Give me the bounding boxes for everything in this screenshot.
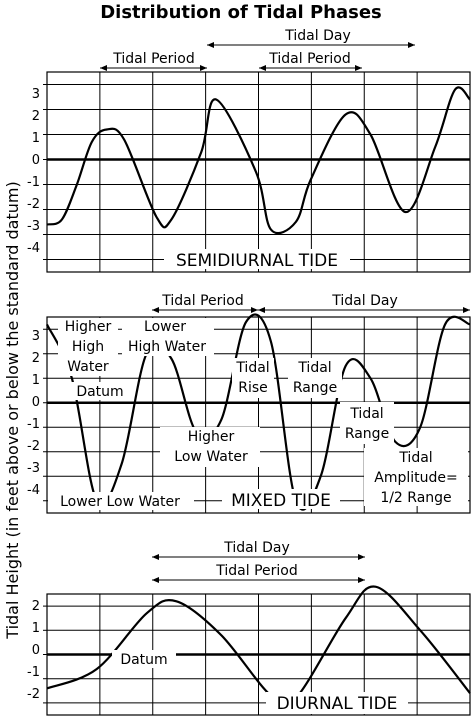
y-axis-label: Tidal Height (in feet above or below the… <box>3 181 22 639</box>
y-tick: -1 <box>27 175 40 190</box>
diurnal-grid <box>43 593 471 716</box>
y-tick: 2 <box>32 599 40 614</box>
mixed-tidal-period-label: Tidal Period <box>161 293 243 309</box>
diurnal-datum-label: Datum <box>120 652 167 668</box>
diurnal-tidal-period-label: Tidal Period <box>215 563 297 579</box>
tidal-range-label-1: Tidal <box>297 360 331 376</box>
y-tick: -4 <box>27 483 40 498</box>
mixed-tidal-day-label: Tidal Day <box>331 293 397 309</box>
semidiurnal-period-arrow-2 <box>259 65 362 71</box>
lower-low-water-label: Lower Low Water <box>60 494 180 510</box>
y-tick: -2 <box>27 197 40 212</box>
diurnal-day-arrow <box>152 554 365 560</box>
higher-high-water-label-2: High <box>72 339 104 355</box>
tidal-rise-label-2: Rise <box>238 380 268 396</box>
higher-high-water-label-3: Water <box>67 359 109 375</box>
y-tick: -1 <box>27 417 40 432</box>
y-tick: -2 <box>27 439 40 454</box>
semidiurnal-grid <box>43 71 471 273</box>
semidiurnal-period-arrow-1 <box>100 65 207 71</box>
y-tick: 1 <box>32 621 40 636</box>
diurnal-tidal-day-label: Tidal Day <box>223 540 289 556</box>
lower-high-water-label-1: Lower <box>144 319 186 335</box>
mixed-curve <box>46 313 471 511</box>
semidiurnal-y-ticks: 3 2 1 0 -1 -2 -3 -4 <box>27 87 40 256</box>
diurnal-period-arrow <box>152 577 365 583</box>
mixed-period-arrow <box>152 307 258 313</box>
tidal-amplitude-label-3: 1/2 Range <box>380 490 451 506</box>
semidiurnal-day-arrow <box>207 42 415 48</box>
higher-low-water-label-2: Low Water <box>174 449 248 465</box>
mixed-panel: 3 2 1 0 -1 -2 -3 -4 Tidal Period Tidal D… <box>27 293 471 514</box>
y-tick: 0 <box>32 643 40 658</box>
higher-low-water-label-1: Higher <box>188 429 235 445</box>
y-tick: 2 <box>32 351 40 366</box>
y-tick: -3 <box>27 461 40 476</box>
mixed-y-ticks: 3 2 1 0 -1 -2 -3 -4 <box>27 329 40 498</box>
lower-high-water-label-2: High Water <box>128 339 206 355</box>
semidiurnal-title: SEMIDIURNAL TIDE <box>176 251 338 271</box>
tidal-range-label-2: Range <box>293 380 337 396</box>
y-tick: 1 <box>32 373 40 388</box>
diurnal-title: DIURNAL TIDE <box>277 694 398 714</box>
semidiurnal-tidal-period-label-1: Tidal Period <box>112 51 194 67</box>
mixed-datum-label: Datum <box>76 384 123 400</box>
semidiurnal-panel: 3 2 1 0 -1 -2 -3 -4 Tidal Period Tidal D… <box>27 28 471 273</box>
tidal-range-b-label-2: Range <box>345 426 389 442</box>
semidiurnal-tidal-day-label: Tidal Day <box>284 28 350 44</box>
y-tick: 1 <box>32 131 40 146</box>
y-tick: 0 <box>32 395 40 410</box>
y-tick: 3 <box>32 87 40 102</box>
diagram-title: Distribution of Tidal Phases <box>100 2 382 23</box>
tidal-amplitude-label-2: Amplitude= <box>374 470 457 486</box>
y-tick: 0 <box>32 153 40 168</box>
y-tick: 2 <box>32 109 40 124</box>
y-tick: -1 <box>27 665 40 680</box>
y-tick: 3 <box>32 329 40 344</box>
mixed-title: MIXED TIDE <box>231 491 331 511</box>
diurnal-y-ticks: 2 1 0 -1 -2 <box>27 599 40 702</box>
semidiurnal-tidal-period-label-2: Tidal Period <box>268 51 350 67</box>
tidal-rise-label-1: Tidal <box>235 360 269 376</box>
y-tick: -3 <box>27 219 40 234</box>
semidiurnal-curve <box>46 86 471 235</box>
tidal-range-b-label-1: Tidal <box>349 406 383 422</box>
higher-high-water-label-1: Higher <box>65 319 112 335</box>
y-tick: -4 <box>27 241 40 256</box>
mixed-day-arrow <box>258 307 470 313</box>
y-tick: -2 <box>27 687 40 702</box>
diurnal-panel: 2 1 0 -1 -2 Tidal Day Tidal Period Datum… <box>27 540 471 716</box>
tidal-amplitude-label-1: Tidal <box>398 450 432 466</box>
